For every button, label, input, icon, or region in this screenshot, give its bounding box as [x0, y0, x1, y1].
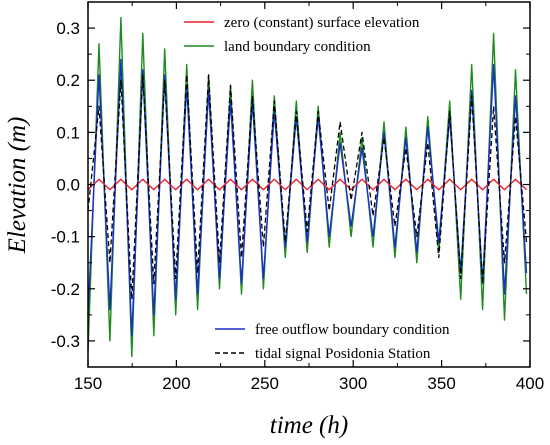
y-axis-title: Elevation (m)	[4, 117, 31, 255]
x-tick-label: 250	[251, 374, 279, 393]
ticks-layer: 150 200 250 300 350 400 -0.3 -0.2 -0.1 0.0 0.1 0.2 0…	[51, 2, 544, 393]
x-tick-label: 300	[339, 374, 367, 393]
legend-label-zero-constant-surface-elevation: zero (constant) surface elevation	[224, 15, 420, 31]
x-tick-label: 400	[516, 374, 544, 393]
y-tick-label: -0.2	[51, 280, 80, 299]
y-tick-label: 0.0	[56, 176, 80, 195]
y-tick-label: 0.1	[56, 123, 80, 142]
series-layer	[87, 16, 528, 358]
x-tick-label: 150	[74, 374, 102, 393]
y-tick-label: 0.2	[56, 71, 80, 90]
legend-label-tidal-signal-posidonia-station: tidal signal Posidonia Station	[255, 346, 431, 362]
series-line-zero-constant-surface-elevation	[87, 178, 527, 191]
y-tick-label: -0.3	[51, 332, 80, 351]
x-tick-label: 200	[162, 374, 190, 393]
legend-label-free-outflow-boundary-condition: free outflow boundary condition	[255, 322, 450, 338]
x-axis-title: time (h)	[270, 412, 348, 439]
y-tick-label: -0.1	[51, 228, 80, 247]
series-line-tidal-signal-posidonia-station	[87, 74, 528, 300]
y-tick-label: 0.3	[56, 19, 80, 38]
x-tick-label: 350	[427, 374, 455, 393]
legend: zero (constant) surface elevation land bo…	[184, 15, 450, 362]
legend-label-land-boundary-condition: land boundary condition	[224, 39, 371, 55]
